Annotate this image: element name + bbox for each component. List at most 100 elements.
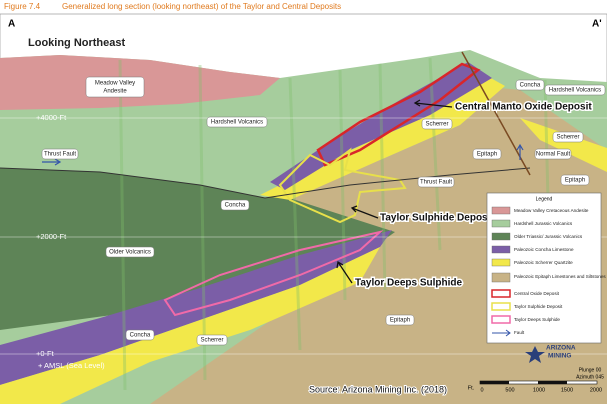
legend-item: Central Oxide Deposit <box>514 291 560 296</box>
drill-hole <box>338 69 347 301</box>
deposit-label: Taylor Deeps Sulphide <box>355 278 462 289</box>
label-box <box>552 131 584 143</box>
legend-item: Paleozoic Epitaph Limestones and Siltsto… <box>514 274 606 279</box>
unit-label: Older Volcanics <box>109 250 151 256</box>
unit-label: Thrust Fault <box>420 180 452 186</box>
legend-item: Older Triassic/ Jurassic Volcanics <box>514 234 583 239</box>
legend-item: Taylor Sulphide Deposit <box>514 304 563 309</box>
label-box <box>85 76 145 98</box>
scale-label: 500 <box>505 387 514 393</box>
scherrer-right <box>520 118 607 172</box>
legend-swatch <box>492 329 511 337</box>
logo-text: ARIZONA <box>546 345 576 352</box>
legend-item: Paleozoic Scherrer Quartzite <box>514 260 573 265</box>
plunge: Plunge 00 <box>579 367 602 373</box>
unit-label: Epitaph <box>390 318 410 324</box>
unit-label: Epitaph <box>565 178 585 184</box>
deposit-arrow <box>350 205 379 219</box>
fault-arrow <box>42 158 62 166</box>
label-box <box>220 199 250 211</box>
logo-star <box>525 346 545 363</box>
legend-swatch <box>491 258 511 267</box>
section: A A' Looking Northeast +4000-Ft +2000-Ft… <box>0 13 607 405</box>
unit-label: Concha <box>520 83 541 89</box>
figure-title: Generalized long section (looking northe… <box>62 2 341 11</box>
scale-rect <box>480 381 509 384</box>
legend-swatch <box>491 302 511 311</box>
unit-label: Scherrer <box>556 135 579 141</box>
label-box <box>41 148 79 160</box>
label-box <box>105 246 155 258</box>
legend-item: Hardshell Jurassic Volcanics <box>514 221 573 226</box>
unit-label: Concha <box>225 203 246 209</box>
azimuth: Azimuth 045 <box>576 374 604 380</box>
concha-lower <box>0 230 392 385</box>
unit-label: Andesite <box>103 89 127 95</box>
legend: Legend Meadow Valley Cretaceous Andesite… <box>486 192 606 344</box>
taylor-sulphide-outline <box>278 147 407 224</box>
unit-label: Scherrer <box>425 122 448 128</box>
label-box <box>544 84 606 96</box>
concha-upper <box>270 62 492 190</box>
label-box <box>534 148 572 160</box>
scale-label: 1000 <box>533 387 545 393</box>
scale-rect <box>538 381 567 384</box>
scale-bar: Ft. 0 500 1000 1500 2000 <box>468 380 602 393</box>
label-box <box>421 118 453 130</box>
thrust-fault <box>0 167 531 199</box>
legend-swatch <box>491 245 511 254</box>
deposit-arrow <box>336 260 353 284</box>
legend-item: Meadow Valley Cretaceous Andesite <box>514 208 589 213</box>
legend-item: Fault <box>514 330 525 335</box>
corner-label: A' <box>592 19 602 30</box>
unit-label: Concha <box>130 333 151 339</box>
legend-swatch <box>491 289 511 298</box>
elevation-label: + AMSL (Sea Level) <box>38 361 105 370</box>
drill-hole <box>428 57 442 251</box>
legend-swatch <box>491 272 511 283</box>
central-oxide-outline <box>316 62 481 167</box>
unit-label: Thrust Fault <box>44 152 76 158</box>
legend-swatch <box>491 219 511 228</box>
drill-hole <box>118 59 127 391</box>
scale-label: 0 <box>480 387 483 393</box>
unit-label: Normal Fault <box>536 152 571 158</box>
legend-item: Paleozoic Concha Limestone <box>514 247 574 252</box>
drill-hole <box>543 79 550 201</box>
unit-label: Hardshell Volcanics <box>549 88 601 94</box>
view-label: Looking Northeast <box>28 37 126 49</box>
drill-hole <box>288 77 302 351</box>
deposit-arrow <box>413 99 453 108</box>
logo: ARIZONA MINING <box>525 345 576 363</box>
drill-hole <box>198 64 207 381</box>
unit-label: Hardshell Volcanics <box>211 120 263 126</box>
scherrer-lower <box>0 247 380 404</box>
unit-label: Meadow Valley <box>95 81 135 87</box>
legend-item: Taylor Deeps Sulphide <box>514 317 560 322</box>
label-box <box>417 176 455 188</box>
deposit-label: Taylor Sulphide Deposit <box>380 213 494 224</box>
drill-holes <box>118 57 550 391</box>
scale-unit: Ft. <box>468 385 475 391</box>
figure-number: Figure 7.4 <box>4 2 41 11</box>
logo-text: MINING <box>548 353 571 360</box>
label-box <box>560 174 590 186</box>
label-box <box>206 116 268 128</box>
label-box <box>515 79 545 91</box>
fault-arrow <box>516 143 524 160</box>
deposit-label: Central Manto Oxide Deposit <box>455 102 592 113</box>
scale-label: 1500 <box>561 387 573 393</box>
legend-swatch <box>491 206 511 215</box>
legend-swatch <box>491 232 511 241</box>
taylor-deeps-outline <box>163 230 384 317</box>
unit-label: Scherrer <box>200 338 223 344</box>
source: Source: Arizona Mining Inc. (2018) <box>309 384 447 394</box>
scale-label: 2000 <box>590 387 602 393</box>
legend-title: Legend <box>536 196 553 202</box>
label-box <box>472 148 502 160</box>
label-box <box>196 334 228 346</box>
corner-label: A <box>8 19 15 30</box>
elevation-label: +2000-Ft <box>36 232 67 241</box>
label-box <box>385 314 415 326</box>
elevation-label: +0-Ft <box>36 349 55 358</box>
